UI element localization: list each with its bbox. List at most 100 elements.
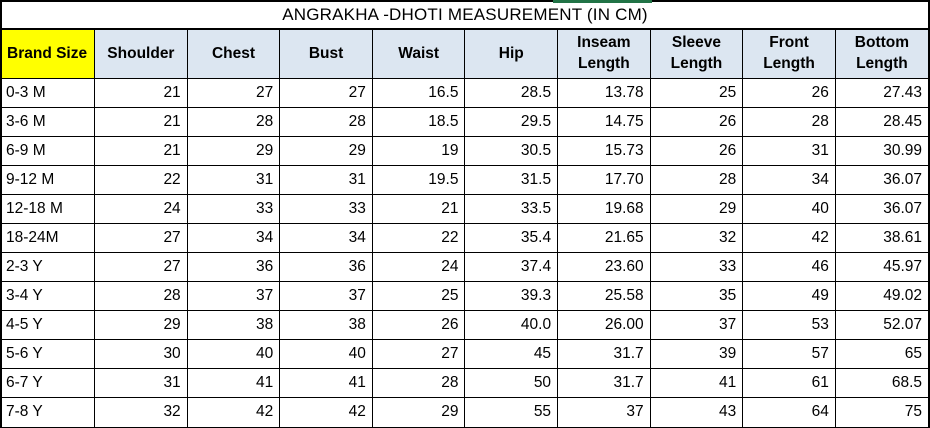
table-row: 7-8 Y 32 42 42 29 55 37 43 64 75 [2,397,928,427]
brand-size-cell: 7-8 Y [2,397,96,427]
value-cell: 30.5 [464,136,559,166]
value-cell: 27 [371,339,466,369]
value-cell: 33.5 [464,194,559,224]
value-cell: 33 [186,194,281,224]
value-cell: 39.3 [464,281,559,311]
value-cell: 27 [94,223,188,253]
value-cell: 26 [371,310,466,340]
value-cell: 19 [371,136,466,166]
value-cell: 26.00 [557,310,651,340]
table-header: Brand Size Shoulder Chest Bust Waist Hip Insea… [2,29,928,79]
value-cell: 30 [94,339,188,369]
value-cell: 43 [649,397,744,427]
column-header: Bottom Length [834,29,928,79]
value-cell: 26 [649,107,744,137]
value-cell: 42 [742,223,836,253]
value-cell: 34 [279,223,373,253]
value-cell: 15.73 [557,136,651,166]
table-row: 12-18 M 24 33 33 21 33.5 19.68 29 40 36.07 [2,194,928,224]
table-row: 2-3 Y 27 36 36 24 37.4 23.60 33 46 45.97 [2,252,928,282]
brand-size-cell: 6-7 Y [2,368,96,398]
value-cell: 36.07 [834,165,928,195]
value-cell: 31.7 [557,368,651,398]
table-row: 9-12 M 22 31 31 19.5 31.5 17.70 28 34 36.07 [2,165,928,195]
value-cell: 28 [94,281,188,311]
value-cell: 38 [279,310,373,340]
value-cell: 29.5 [464,107,559,137]
value-cell: 45 [464,339,559,369]
value-cell: 38.61 [834,223,928,253]
value-cell: 53 [742,310,836,340]
value-cell: 24 [371,252,466,282]
value-cell: 32 [94,397,188,427]
value-cell: 37 [279,281,373,311]
value-cell: 31.7 [557,339,651,369]
value-cell: 46 [742,252,836,282]
column-header: Hip [464,29,559,79]
value-cell: 21 [94,107,188,137]
column-header: Chest [186,29,281,79]
value-cell: 26 [742,78,836,108]
brand-size-cell: 6-9 M [2,136,96,166]
value-cell: 39 [649,339,744,369]
column-header: Front Length [742,29,836,79]
value-cell: 27 [186,78,281,108]
brand-size-cell: 4-5 Y [2,310,96,340]
value-cell: 33 [649,252,744,282]
value-cell: 34 [742,165,836,195]
value-cell: 30.99 [834,136,928,166]
value-cell: 31 [94,368,188,398]
value-cell: 65 [834,339,928,369]
value-cell: 31 [742,136,836,166]
value-cell: 40 [186,339,281,369]
value-cell: 50 [464,368,559,398]
value-cell: 45.97 [834,252,928,282]
value-cell: 27 [279,78,373,108]
value-cell: 33 [279,194,373,224]
value-cell: 19.5 [371,165,466,195]
value-cell: 27.43 [834,78,928,108]
table-title: ANGRAKHA -DHOTI MEASUREMENT (IN CM) [2,2,928,29]
value-cell: 49.02 [834,281,928,311]
value-cell: 36 [186,252,281,282]
value-cell: 24 [94,194,188,224]
value-cell: 28 [279,107,373,137]
table-row: 3-4 Y 28 37 37 25 39.3 25.58 35 49 49.02 [2,281,928,311]
table-row: 6-9 M 21 29 29 19 30.5 15.73 26 31 30.99 [2,136,928,166]
table-row: 18-24M 27 34 34 22 35.4 21.65 32 42 38.61 [2,223,928,253]
value-cell: 68.5 [834,368,928,398]
value-cell: 26 [649,136,744,166]
value-cell: 29 [279,136,373,166]
brand-size-cell: 9-12 M [2,165,96,195]
value-cell: 42 [279,397,373,427]
brand-size-cell: 12-18 M [2,194,96,224]
value-cell: 37 [186,281,281,311]
table-row: 4-5 Y 29 38 38 26 40.0 26.00 37 53 52.07 [2,310,928,340]
table-row: 5-6 Y 30 40 40 27 45 31.7 39 57 65 [2,339,928,369]
value-cell: 18.5 [371,107,466,137]
value-cell: 28 [649,165,744,195]
value-cell: 13.78 [557,78,651,108]
value-cell: 75 [834,397,928,427]
value-cell: 32 [649,223,744,253]
value-cell: 40 [742,194,836,224]
value-cell: 14.75 [557,107,651,137]
column-header: Inseam Length [557,29,651,79]
value-cell: 37 [649,310,744,340]
value-cell: 16.5 [371,78,466,108]
value-cell: 25 [649,78,744,108]
value-cell: 23.60 [557,252,651,282]
table-row: 0-3 M 21 27 27 16.5 28.5 13.78 25 26 27.43 [2,78,928,108]
column-header: Waist [371,29,466,79]
value-cell: 28.5 [464,78,559,108]
value-cell: 19.68 [557,194,651,224]
value-cell: 31 [279,165,373,195]
value-cell: 61 [742,368,836,398]
brand-size-cell: 18-24M [2,223,96,253]
value-cell: 31 [186,165,281,195]
brand-size-header: Brand Size [2,29,96,79]
value-cell: 55 [464,397,559,427]
value-cell: 22 [94,165,188,195]
value-cell: 25.58 [557,281,651,311]
